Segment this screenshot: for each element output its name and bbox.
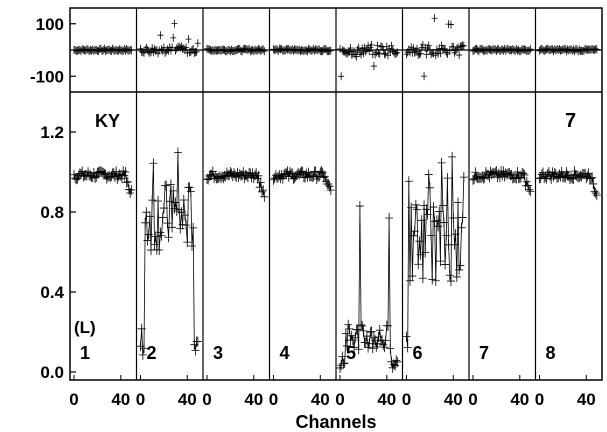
x-tick-label: 40 <box>311 390 330 409</box>
residual-point <box>431 14 438 23</box>
x-tick-label: 40 <box>577 390 596 409</box>
residual-point <box>416 49 423 58</box>
residual-point <box>527 45 534 54</box>
x-axis-label: Channels <box>295 412 376 432</box>
x-tick-label: 0 <box>136 390 145 409</box>
residual-point <box>453 44 460 53</box>
residual-point <box>338 72 345 81</box>
series-line <box>472 169 531 192</box>
series-line <box>273 170 332 191</box>
residual-point <box>376 49 383 58</box>
series-line <box>140 152 198 355</box>
channel-group-label: 1 <box>80 343 90 363</box>
channel-group-label: 4 <box>280 343 290 363</box>
y-tick-label-bottom: 0.4 <box>40 283 64 302</box>
x-tick-label: 40 <box>178 390 197 409</box>
channel-group-label: 3 <box>213 343 223 363</box>
residual-point <box>261 47 268 56</box>
residual-point <box>370 62 377 71</box>
x-tick-label: 40 <box>444 390 463 409</box>
panel-label: KY <box>95 111 120 131</box>
labels: Channels KY 7 (L) <box>74 110 576 432</box>
residual-point <box>421 72 428 81</box>
residual-point <box>423 50 430 59</box>
residual-point <box>593 45 600 54</box>
channel-group-label: 7 <box>479 343 489 363</box>
y-tick-label-bottom: 0.0 <box>40 363 64 382</box>
x-tick-label: 0 <box>535 390 544 409</box>
data-point <box>260 191 269 202</box>
data-point <box>592 190 601 201</box>
series-line <box>539 170 598 196</box>
y-tick-label-bottom: 1.2 <box>40 123 64 142</box>
residual-point <box>388 41 395 50</box>
residual-point <box>170 33 177 42</box>
residual-point <box>460 41 467 50</box>
data-point <box>193 336 202 347</box>
x-tick-label: 40 <box>244 390 263 409</box>
residual-point <box>157 31 164 40</box>
residual-point <box>185 35 192 44</box>
residual-point <box>171 19 178 28</box>
residual-point <box>442 44 449 53</box>
residual-point <box>368 40 375 49</box>
residual-point <box>447 20 454 29</box>
residual-point <box>403 50 410 59</box>
residual-point <box>353 52 360 61</box>
x-tick-label: 0 <box>69 390 78 409</box>
y-tick-label-top: 100 <box>36 15 64 34</box>
data-point <box>526 186 535 197</box>
x-tick-label: 40 <box>510 390 529 409</box>
channel-group-label: 6 <box>413 343 423 363</box>
residual-point <box>193 47 200 56</box>
residual-point <box>352 50 359 59</box>
y-tick-label-bottom: 0.8 <box>40 203 64 222</box>
x-tick-label: 0 <box>269 390 278 409</box>
series-line <box>406 156 465 348</box>
y-tick-label-top: -100 <box>30 67 64 86</box>
panel-tag: (L) <box>74 318 96 337</box>
panel-number: 7 <box>565 110 576 132</box>
residual-point <box>459 41 466 50</box>
residual-point <box>347 44 354 53</box>
residual-point <box>381 50 388 59</box>
residual-point <box>374 41 381 50</box>
x-tick-label: 0 <box>468 390 477 409</box>
residual-point <box>366 47 373 56</box>
channel-group-label: 5 <box>346 343 356 363</box>
residual-point <box>446 46 453 55</box>
residual-point <box>456 51 463 60</box>
residual-point <box>526 46 533 55</box>
residual-point <box>437 49 444 58</box>
series-line <box>73 170 132 195</box>
x-tick-label: 40 <box>377 390 396 409</box>
x-tick-label: 0 <box>402 390 411 409</box>
x-tick-label: 40 <box>111 390 130 409</box>
series-line <box>339 206 398 369</box>
series-line <box>206 170 265 197</box>
residual-point <box>425 41 432 50</box>
x-tick-label: 0 <box>335 390 344 409</box>
residual-point <box>393 49 400 58</box>
residual-point <box>194 39 201 48</box>
channel-group-label: 2 <box>147 343 157 363</box>
residual-point <box>414 44 421 53</box>
residual-point <box>417 49 424 58</box>
data-point <box>326 185 335 196</box>
channel-group-label: 8 <box>546 343 556 363</box>
residual-point <box>592 44 599 53</box>
x-tick-label: 0 <box>202 390 211 409</box>
